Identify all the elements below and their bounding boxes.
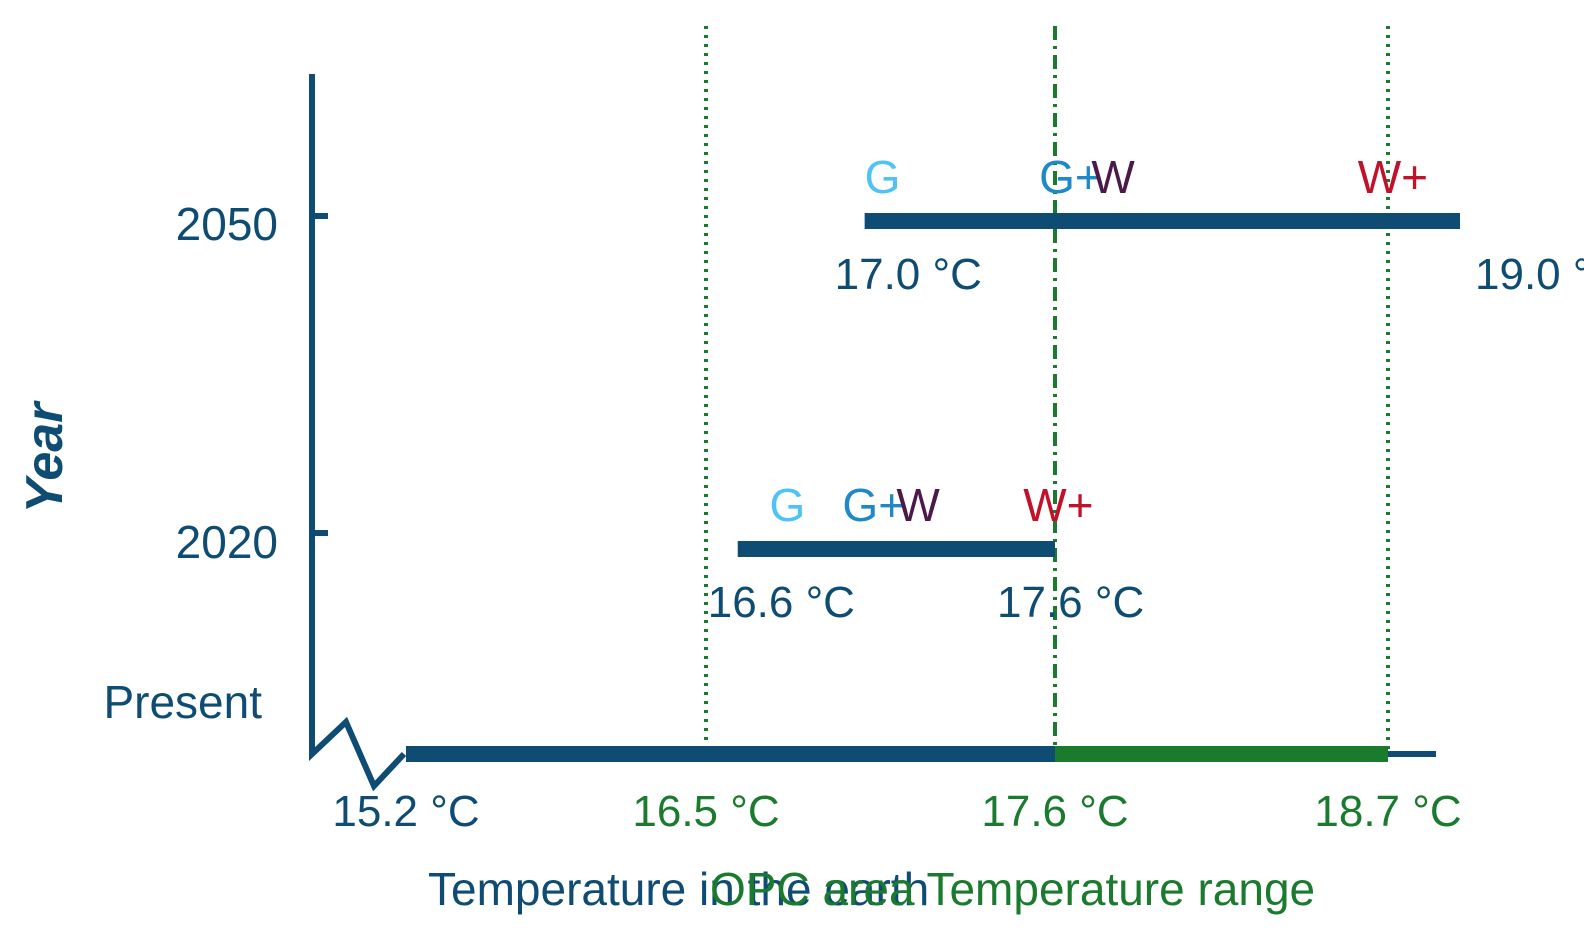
opc-label-1: 17.6 °C	[981, 787, 1128, 836]
marker-2050-Gplus: G+	[1039, 151, 1102, 203]
marker-2020-Gplus: G+	[842, 479, 905, 531]
marker-2020-Wplus: W+	[1023, 479, 1093, 531]
marker-2050-Wplus: W+	[1358, 151, 1428, 203]
y-axis-title: Year	[16, 400, 74, 514]
opc-label-0: 16.5 °C	[632, 787, 779, 836]
marker-2050-G: G	[865, 151, 901, 203]
marker-2050-W: W	[1091, 151, 1135, 203]
range-bars: 16.6 °C17.6 °CGG+WW+17.0 °C19.0 °CGG+WW+	[708, 151, 1584, 627]
y-label-2050: 2050	[176, 198, 278, 250]
range-max-label-2050: 19.0 °C	[1475, 250, 1584, 299]
range-min-label-2050: 17.0 °C	[835, 250, 982, 299]
y-axis-line	[309, 74, 407, 792]
marker-2020-G: G	[769, 479, 805, 531]
opc-label-2: 18.7 °C	[1314, 787, 1461, 836]
x-axis-title-secondary: OPC area Temperature range	[710, 863, 1315, 915]
y-axis: 2050 2020 Present Year	[16, 74, 407, 792]
marker-2020-W: W	[896, 479, 940, 531]
range-max-label-2020: 17.6 °C	[997, 578, 1144, 627]
y-label-present: Present	[103, 676, 262, 728]
present-baseline: 15.2 °C 16.5 °C 17.6 °C 18.7 °C	[332, 746, 1462, 836]
present-min-label: 15.2 °C	[332, 787, 479, 836]
reference-lines	[704, 26, 1390, 754]
y-label-2020: 2020	[176, 516, 278, 568]
range-min-label-2020: 16.6 °C	[708, 578, 855, 627]
x-axis-title-primary: Temperature in the earth	[428, 863, 929, 915]
